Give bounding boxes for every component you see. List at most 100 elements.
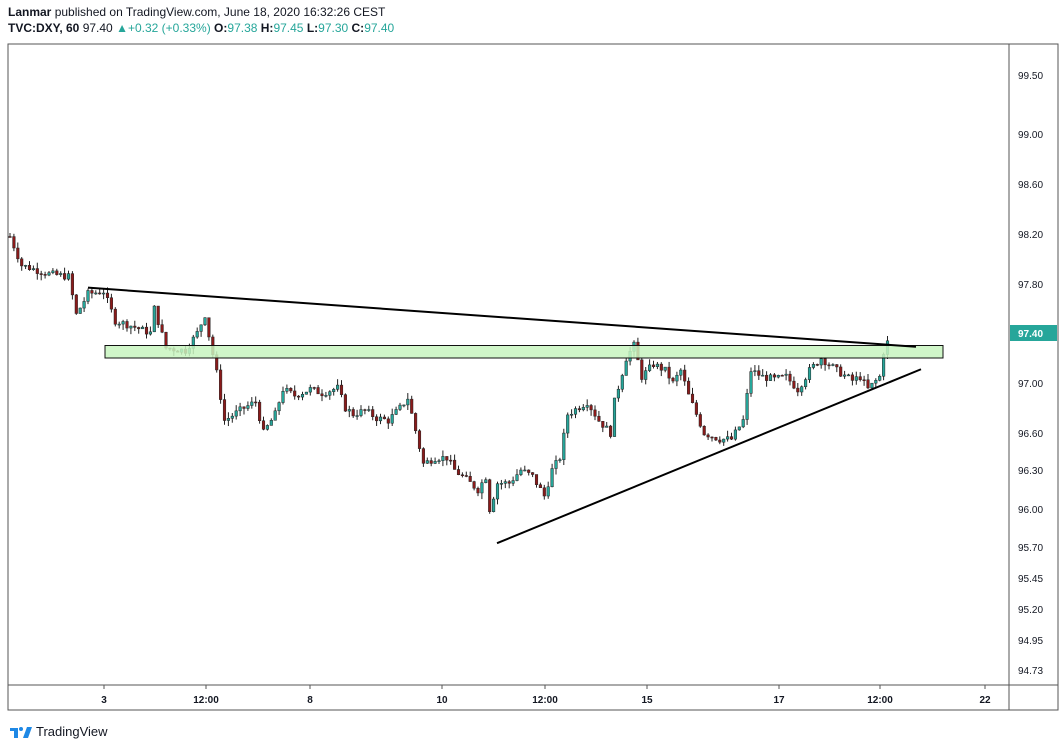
tradingview-footer[interactable]: TradingView <box>10 721 108 741</box>
price-tick-label: 96.60 <box>1018 429 1043 440</box>
tradingview-logo-icon <box>10 727 32 738</box>
candle <box>827 362 831 370</box>
time-tick-label: 12:00 <box>532 695 558 706</box>
candle <box>492 496 496 513</box>
candle <box>741 415 745 429</box>
candle <box>16 242 20 263</box>
plot-area[interactable] <box>7 43 1010 686</box>
candle <box>800 385 804 396</box>
candle <box>659 362 663 377</box>
publisher-name[interactable]: Lanmar <box>8 5 52 19</box>
candle <box>410 395 414 414</box>
candle <box>234 405 238 420</box>
candle <box>8 232 12 238</box>
chart-header: Lanmar published on TradingView.com, Jun… <box>8 4 394 36</box>
candle <box>749 367 753 397</box>
candle <box>866 373 870 390</box>
candle <box>277 401 281 415</box>
candle <box>137 326 141 334</box>
candle <box>398 402 402 411</box>
candle <box>706 433 710 441</box>
candle <box>433 457 437 465</box>
candle <box>363 408 367 415</box>
candle <box>788 370 792 386</box>
candle <box>390 408 394 427</box>
candle <box>675 371 679 387</box>
candle <box>683 364 687 386</box>
time-tick-label: 17 <box>773 695 785 706</box>
candle <box>815 363 819 367</box>
candle <box>402 404 406 408</box>
candle <box>566 412 570 438</box>
candle <box>609 424 613 439</box>
candle <box>47 270 51 277</box>
resistance-zone[interactable] <box>104 345 944 359</box>
candle <box>78 307 82 314</box>
descending-trendline[interactable] <box>87 286 917 348</box>
candle <box>722 438 726 446</box>
candle <box>339 380 344 398</box>
candle <box>804 377 808 390</box>
candle <box>293 385 297 400</box>
candle <box>753 365 757 377</box>
candle <box>386 416 390 429</box>
candle <box>597 410 601 422</box>
time-tick-label: 22 <box>979 695 991 706</box>
candle <box>757 365 761 380</box>
candle <box>714 436 718 442</box>
candle <box>534 474 539 488</box>
candle <box>558 457 562 463</box>
candle <box>148 326 152 336</box>
candle <box>273 407 277 421</box>
candle <box>414 412 418 434</box>
price-axis-labels: 99.50 99.00 98.60 98.20 97.80 97.40 97.00 96.60… <box>1010 71 1057 677</box>
candle <box>776 374 780 379</box>
up-arrow-icon: ▲ <box>116 21 128 35</box>
candle <box>308 384 312 396</box>
candle <box>850 372 854 386</box>
candle <box>246 401 250 411</box>
price-tick-label: 99.00 <box>1018 130 1043 141</box>
candle <box>593 405 597 421</box>
candle <box>316 385 320 395</box>
time-tick-label: 8 <box>307 695 313 706</box>
price-tick-label: 96.30 <box>1018 466 1043 477</box>
candle <box>144 322 149 339</box>
candle <box>367 405 371 412</box>
candle <box>499 479 503 490</box>
candle <box>59 271 63 277</box>
last-price-marker <box>1010 325 1057 341</box>
candle <box>527 469 531 476</box>
price-tick-label: 94.73 <box>1018 666 1043 677</box>
time-axis[interactable] <box>7 684 1059 711</box>
candle <box>117 321 121 329</box>
candle <box>102 288 106 300</box>
candle <box>359 405 363 418</box>
candle <box>823 357 827 371</box>
candle <box>456 465 461 476</box>
candle <box>20 257 24 271</box>
candle <box>585 399 589 412</box>
candle <box>141 325 145 330</box>
published-text: published on TradingView.com, June 18, 2… <box>54 5 386 19</box>
last-price: 97.40 <box>82 21 113 35</box>
time-tick-label: 15 <box>641 695 653 706</box>
candle <box>577 405 581 413</box>
candle <box>671 376 675 384</box>
candle <box>710 436 714 442</box>
candle <box>573 406 578 419</box>
candle <box>254 396 258 407</box>
candle <box>242 406 246 415</box>
ascending-trendline[interactable] <box>496 368 922 545</box>
candle <box>531 472 535 478</box>
candle <box>269 418 273 426</box>
publish-info: Lanmar published on TradingView.com, Jun… <box>8 4 394 20</box>
candle <box>550 463 554 488</box>
candle <box>523 465 527 472</box>
candle <box>285 384 289 394</box>
candle <box>503 479 507 489</box>
candle <box>109 293 113 313</box>
candle <box>542 484 546 500</box>
low-label: L: <box>306 21 319 35</box>
